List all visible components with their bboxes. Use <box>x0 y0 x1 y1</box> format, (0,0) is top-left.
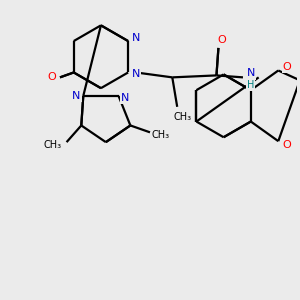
Text: N: N <box>132 69 140 80</box>
Text: CH₃: CH₃ <box>44 140 62 150</box>
Text: N: N <box>247 68 255 78</box>
Text: O: O <box>48 72 56 82</box>
Text: N: N <box>132 33 140 43</box>
Text: H: H <box>247 80 254 90</box>
Text: CH₃: CH₃ <box>173 112 191 122</box>
Text: N: N <box>121 93 130 103</box>
Text: O: O <box>283 140 292 150</box>
Text: O: O <box>217 35 226 45</box>
Text: N: N <box>72 91 81 101</box>
Text: O: O <box>283 61 292 72</box>
Text: CH₃: CH₃ <box>152 130 170 140</box>
